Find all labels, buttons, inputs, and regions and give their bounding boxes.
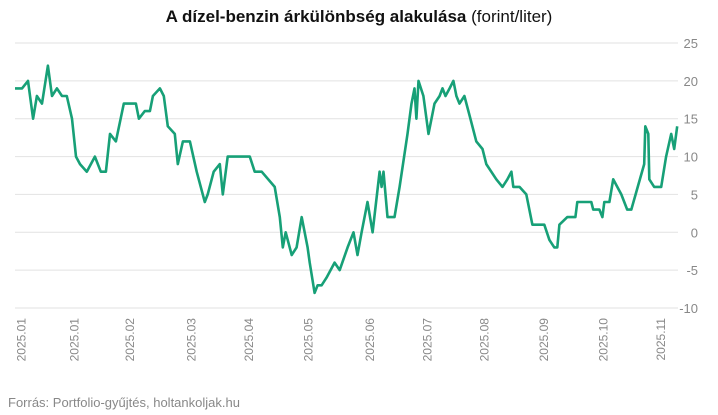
x-tick-label: 2025.07 — [420, 318, 434, 362]
x-tick-label: 2025.09 — [537, 318, 551, 362]
y-tick-label: 15 — [684, 112, 698, 127]
y-tick-label: -5 — [686, 263, 698, 278]
line-series — [15, 64, 679, 295]
y-tick-label: 0 — [691, 225, 698, 240]
x-tick-label: 2025.02 — [123, 318, 137, 362]
x-tick-label: 2025.06 — [363, 318, 377, 362]
subtitle: (forint/liter) — [471, 7, 552, 26]
y-tick-label: 20 — [684, 74, 698, 89]
y-tick-label: 10 — [684, 150, 698, 165]
y-tick-label: 5 — [691, 187, 698, 202]
source: Forrás: Portfolio-gyűjtés, holtankoljak.… — [8, 395, 240, 410]
x-tick-label: 2025.01 — [14, 318, 28, 362]
y-tick-label: -10 — [679, 301, 698, 316]
x-tick-label: 2025.10 — [597, 318, 611, 362]
x-tick-label: 2025.08 — [478, 318, 492, 362]
title: A dízel-benzin árkülönbség alakulása — [166, 7, 467, 26]
x-tick-label: 2025.01 — [68, 318, 82, 362]
x-tick-label: 2025.05 — [301, 318, 315, 362]
x-tick-label: 2025.11 — [654, 318, 668, 361]
x-tick-label: 2025.04 — [242, 318, 256, 362]
chart-title: A dízel-benzin árkülönbség alakulása (fo… — [166, 7, 553, 26]
x-tick-label: 2025.03 — [184, 318, 198, 362]
y-tick-label: 25 — [684, 36, 698, 51]
